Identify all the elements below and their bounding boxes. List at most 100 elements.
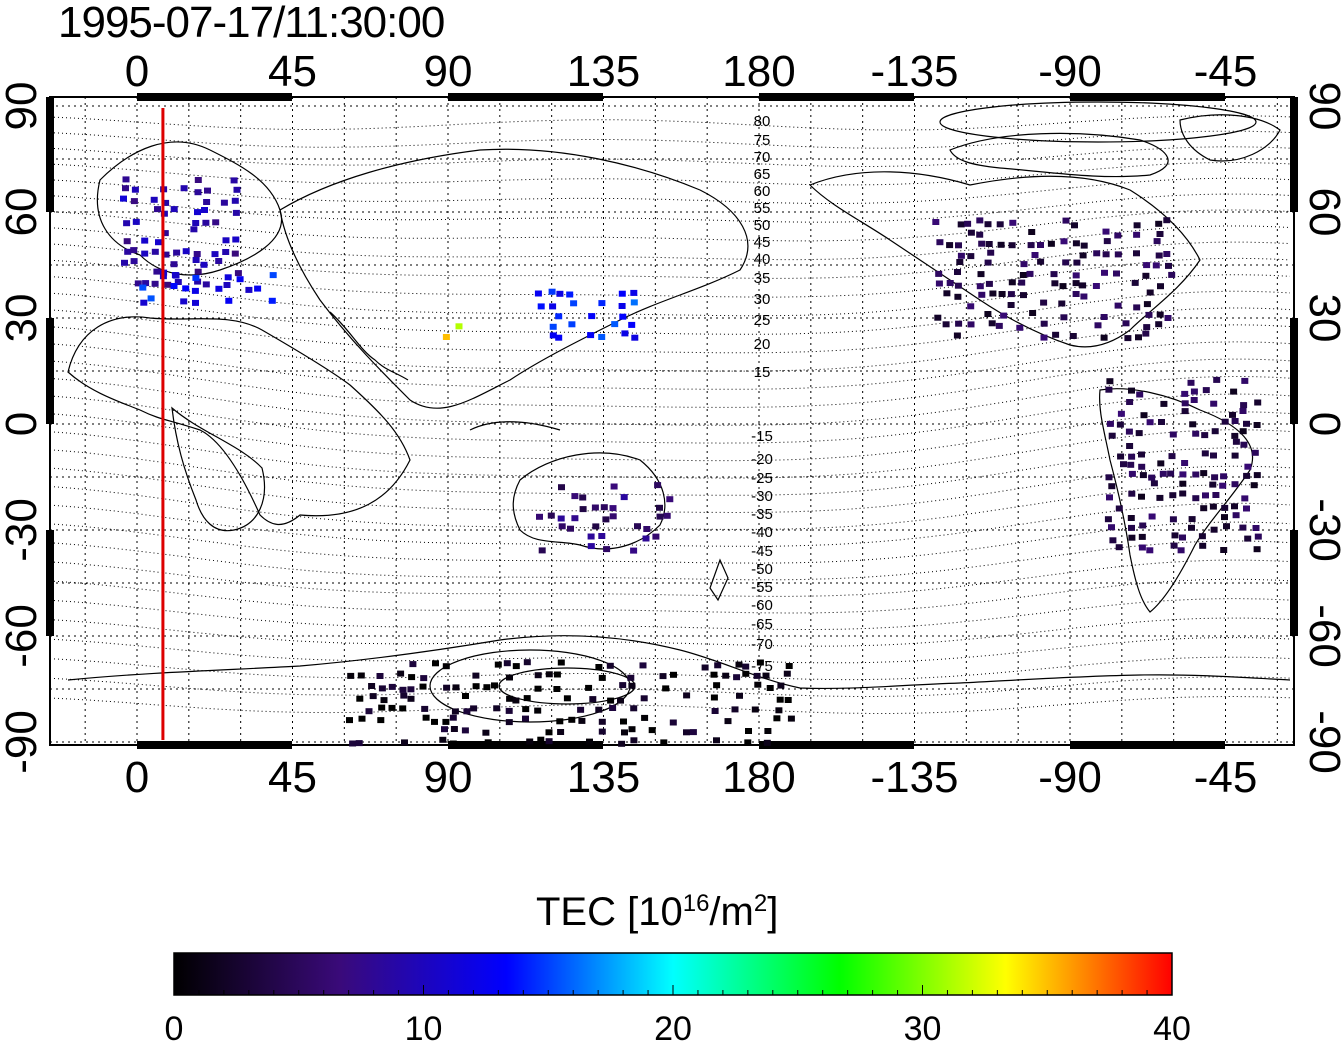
mag-contour (49, 115, 1291, 131)
tec-cell (553, 671, 561, 678)
tec-cell (630, 547, 638, 554)
tec-cell (376, 673, 384, 679)
colorbar-tick-label: 40 (1153, 1010, 1191, 1048)
tec-cell (628, 682, 636, 689)
tec-cell (1101, 269, 1108, 276)
tec-cell (1109, 537, 1117, 544)
tec-cell (1156, 311, 1164, 318)
tec-cell (154, 206, 161, 213)
tick-label-top: 135 (567, 47, 640, 96)
contour-label: 25 (754, 312, 771, 329)
tec-cell (420, 675, 428, 682)
tec-cell (1126, 399, 1134, 405)
tec-cell (1187, 379, 1195, 386)
tec-cells (120, 176, 1262, 747)
tec-cell (522, 706, 530, 713)
tec-cell (953, 332, 961, 339)
tec-cell (589, 696, 597, 703)
tec-cell (194, 189, 202, 196)
tec-cell (1200, 470, 1208, 477)
axis-bar-top (448, 93, 603, 101)
tec-cell (713, 737, 720, 744)
tec-cell (776, 696, 784, 703)
tec-cell (1072, 240, 1080, 247)
tec-cell (1164, 315, 1172, 321)
tec-cell (1202, 492, 1209, 499)
axis-tick-labels: 0 45 90 135 180 -135 -90 -450 45 90 135 180 -135 -90-… (0, 47, 1344, 802)
tec-cell (1131, 279, 1139, 286)
tick-label-bottom: 135 (567, 753, 640, 802)
tec-cell (1241, 377, 1249, 384)
tec-cell (1229, 411, 1236, 418)
tec-cell (1240, 441, 1248, 448)
tec-cell (932, 219, 940, 225)
contour-label: -60 (751, 597, 773, 614)
tec-cell (775, 707, 783, 714)
tec-cell (587, 332, 595, 339)
tec-cell (538, 547, 546, 554)
tec-cell (232, 209, 240, 216)
tec-cell (1072, 280, 1080, 287)
tec-cell (1009, 219, 1017, 226)
mag-contour (49, 484, 1291, 530)
tec-cell (233, 186, 241, 193)
tec-cell (630, 289, 638, 296)
tec-cell (571, 493, 579, 500)
tec-cell (236, 276, 244, 283)
tec-cell (193, 251, 201, 257)
tick-label-top: -135 (870, 47, 958, 96)
tec-cell (773, 715, 781, 722)
tec-cell (522, 715, 529, 722)
tec-cell (232, 236, 240, 243)
mag-contour (49, 696, 1291, 714)
contour-label: -65 (751, 616, 773, 633)
tec-cell (549, 323, 557, 330)
tec-cell (202, 219, 210, 226)
tec-cell (1100, 334, 1108, 341)
tec-cell (977, 271, 985, 278)
tec-cell (1079, 282, 1087, 289)
tec-cell (421, 705, 429, 712)
tec-cell (1140, 412, 1148, 419)
tec-cell (606, 662, 614, 669)
tec-cell (1103, 238, 1111, 245)
tec-cell (545, 671, 553, 678)
contour-label: -20 (751, 451, 773, 468)
tec-cell (598, 300, 606, 307)
tec-cell (954, 269, 961, 275)
tec-cell (1254, 533, 1262, 540)
tec-cell (1220, 547, 1228, 553)
tec-cell (506, 695, 514, 702)
tec-cell (592, 523, 600, 530)
contour-label: 65 (754, 166, 771, 183)
tec-cell (603, 546, 611, 553)
tec-cell (557, 659, 565, 666)
tec-cell (1037, 258, 1045, 265)
tick-label-bottom: 180 (722, 753, 795, 802)
tec-cell (985, 280, 993, 287)
tick-label-bottom: 0 (125, 753, 149, 802)
tec-cell (377, 717, 385, 724)
tec-cell (997, 241, 1005, 248)
tec-cell (754, 681, 762, 688)
tec-cell (598, 334, 606, 340)
tec-cell (537, 303, 545, 310)
tec-cell (225, 297, 233, 304)
tec-cell (1120, 461, 1127, 468)
tec-cell (568, 321, 576, 328)
tec-cell (1250, 482, 1258, 489)
tec-cell (268, 297, 276, 304)
tec-cell (1139, 472, 1147, 479)
tec-cell (567, 525, 574, 532)
tec-cell (762, 672, 770, 679)
tec-cell (1060, 238, 1068, 245)
tec-cell (1210, 526, 1218, 533)
tec-cell (587, 533, 595, 540)
tec-cell (987, 249, 995, 256)
tec-cell (946, 280, 954, 286)
tec-cell (122, 185, 129, 192)
tec-cell (1117, 410, 1125, 417)
tec-cell (1168, 453, 1176, 460)
tick-label-bottom: 45 (268, 753, 317, 802)
tec-cell (358, 715, 366, 722)
